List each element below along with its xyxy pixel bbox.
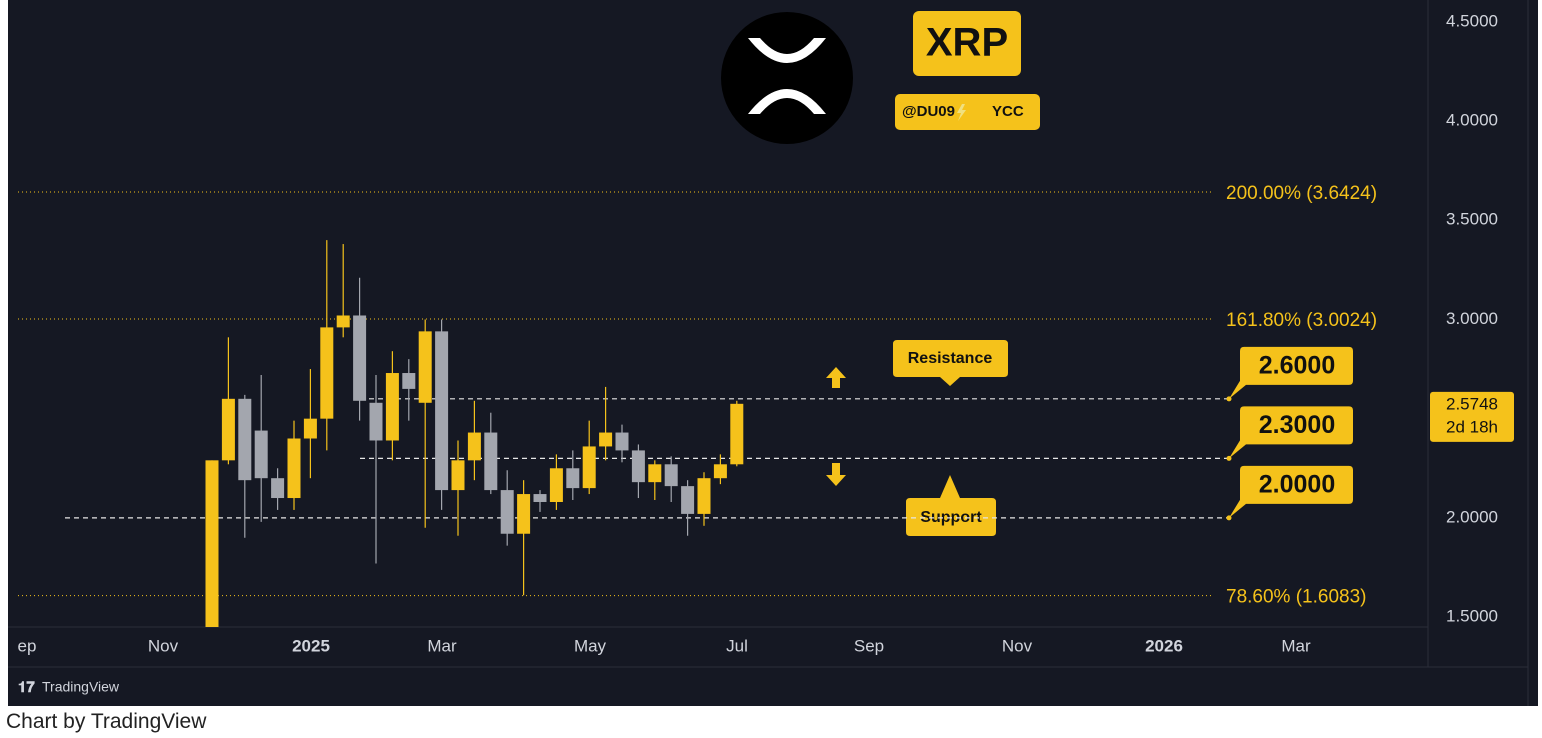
y-tick-label: 4.5000 xyxy=(1446,11,1498,30)
y-tick-label: 1.5000 xyxy=(1446,607,1498,626)
candle-body xyxy=(435,331,449,491)
down-arrow xyxy=(826,463,846,486)
candle-body xyxy=(205,460,219,627)
candle-body xyxy=(254,430,268,479)
x-tick-label: Nov xyxy=(148,636,179,655)
candle-body xyxy=(664,464,678,487)
chart-title: XRP xyxy=(926,21,1008,65)
chart: XRP @DU09 YCC Resistance Support 𝟏𝟕 Trad… xyxy=(8,0,1538,706)
candle-body xyxy=(500,490,514,534)
tv-logo-mark: 𝟏𝟕 xyxy=(18,679,35,696)
candle-body xyxy=(467,432,481,461)
x-tick-label: Nov xyxy=(1002,636,1033,655)
candle-body xyxy=(418,331,432,403)
candle-body xyxy=(599,432,613,447)
candles xyxy=(205,240,744,627)
candle-body xyxy=(238,398,252,481)
level-label: 2.0000 xyxy=(1259,470,1335,498)
price-label-box xyxy=(1430,391,1514,442)
candle-body xyxy=(549,468,563,502)
candle-body xyxy=(631,450,645,483)
x-tick-label: 2025 xyxy=(292,636,330,655)
resistance-box xyxy=(893,340,1008,386)
level-label: 2.6000 xyxy=(1259,351,1335,379)
price-label: 2.5748 xyxy=(1446,394,1498,413)
candle-body xyxy=(353,315,367,401)
handle-left: @DU09 xyxy=(902,103,955,120)
x-tick-label: ep xyxy=(18,636,37,655)
candle-body xyxy=(730,403,744,465)
title-box xyxy=(913,11,1021,76)
candle-body xyxy=(648,464,662,483)
fib-label: 78.60% (1.6083) xyxy=(1226,587,1367,608)
x-tick-label: Jul xyxy=(726,636,748,655)
logo-lower xyxy=(748,89,826,114)
candle-body xyxy=(303,418,317,439)
logo-circle xyxy=(721,12,853,144)
x-tick-label: 2026 xyxy=(1145,636,1183,655)
y-tick-label: 2.0000 xyxy=(1446,507,1498,526)
candle-body xyxy=(402,373,416,389)
candle-body xyxy=(713,464,727,479)
candle-body xyxy=(369,402,383,441)
fib-label: 161.80% (3.0024) xyxy=(1226,310,1377,331)
candle-body xyxy=(533,494,547,502)
dynamic-layer: 1.5000 2.0000 3.0000 3.5000 4.0000 4.5000 ep No… xyxy=(18,11,1514,655)
x-tick-label: May xyxy=(574,636,607,655)
level-box xyxy=(1229,406,1353,459)
lightning-icon xyxy=(957,104,966,121)
candle-body xyxy=(287,438,301,499)
y-tick-label: 4.0000 xyxy=(1446,111,1498,130)
y-tick-label: 3.5000 xyxy=(1446,210,1498,229)
fib-label: 200.00% (3.6424) xyxy=(1226,183,1377,204)
support-box xyxy=(906,475,996,536)
candle-body xyxy=(566,468,580,489)
x-tick-label: Mar xyxy=(427,636,457,655)
up-arrow xyxy=(826,367,846,388)
candle-body xyxy=(385,373,399,441)
x-tick-label: Sep xyxy=(854,636,884,655)
candle-body xyxy=(517,494,531,534)
candle-body xyxy=(336,315,350,328)
candle-body xyxy=(615,432,629,451)
caption: Chart by TradingView xyxy=(6,710,207,733)
xrp-logo xyxy=(721,12,853,144)
countdown-label: 2d 18h xyxy=(1446,417,1498,436)
candle-body xyxy=(320,327,334,419)
handle-right: YCC xyxy=(992,103,1024,120)
candle-body xyxy=(681,486,695,514)
resistance-label: Resistance xyxy=(908,350,993,367)
level-box xyxy=(1229,346,1353,399)
x-tick-label: Mar xyxy=(1281,636,1311,655)
handle-box xyxy=(895,94,1040,130)
candle-body xyxy=(484,432,498,491)
candle-body xyxy=(582,446,596,489)
y-tick-label: 3.0000 xyxy=(1446,309,1498,328)
watermark: TradingView xyxy=(42,679,120,695)
level-label: 2.3000 xyxy=(1259,411,1335,439)
candle-body xyxy=(451,460,465,491)
candle-body xyxy=(271,478,285,499)
candle-body xyxy=(221,398,235,461)
candle-body xyxy=(697,478,711,514)
level-box xyxy=(1229,465,1353,518)
logo-upper xyxy=(748,38,826,63)
